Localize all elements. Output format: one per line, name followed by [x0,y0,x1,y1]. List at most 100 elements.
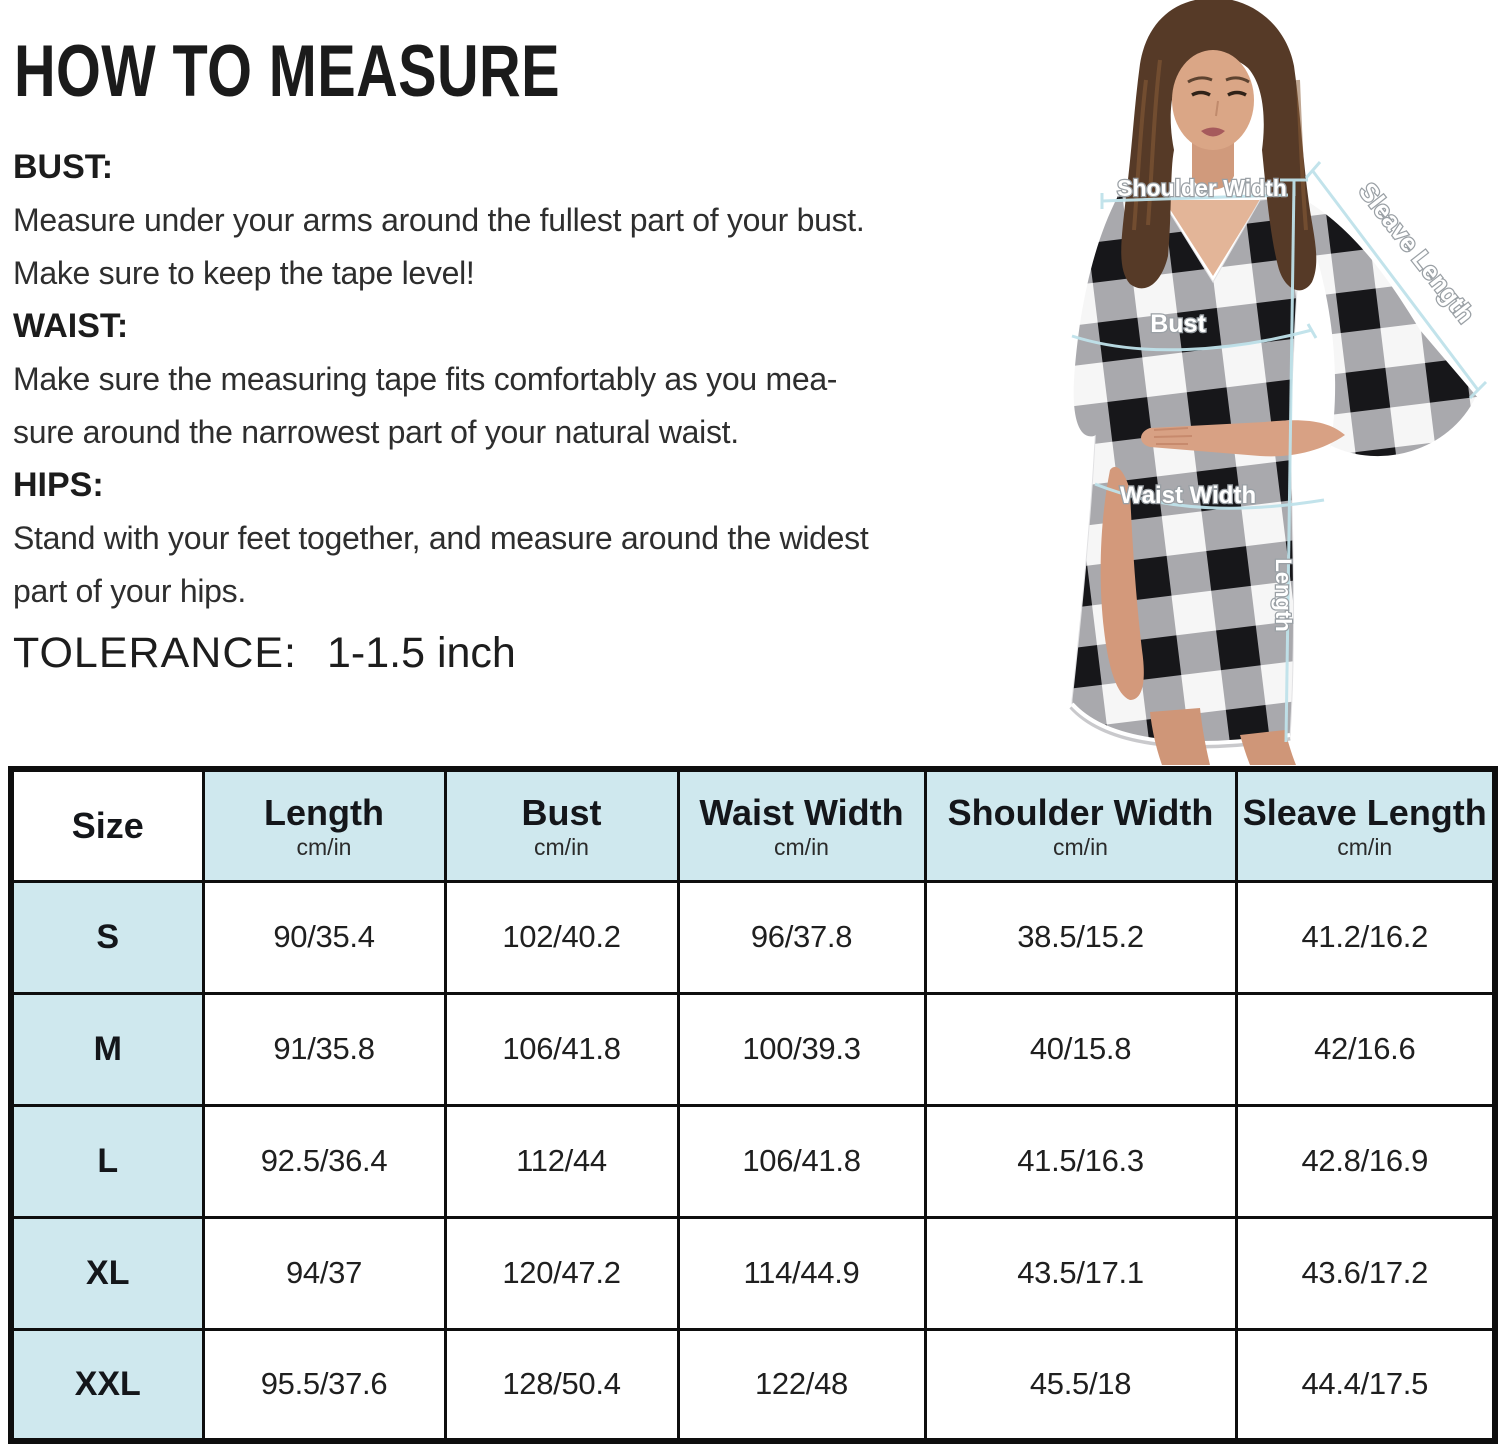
waist-width-line [1094,482,1325,510]
bust-cell: 120/47.2 [443,1215,680,1331]
table-row-s: S 90/35.4 102/40.2 96/37.8 38.5/15.2 41.… [9,879,1497,995]
sleave-length-line [1310,169,1480,391]
sleave-line-ticks [1304,161,1488,400]
column-label: Sleave Length [1242,791,1487,833]
bust-line [1071,328,1313,352]
bust-cell: 102/40.2 [443,879,680,995]
measurement-lines [1071,161,1488,743]
shoulder-width-line [1101,193,1289,203]
model-back-leg [1240,730,1296,765]
hair-highlights [1132,59,1308,231]
measuring-instructions: BUST: Measure under your arms around the… [13,141,869,618]
bust-label-figure: Bust [1150,310,1206,338]
sleave-cell: 44.4/17.5 [1234,1327,1497,1443]
length-cell: 91/35.8 [201,991,447,1107]
column-header-size: Size [9,767,205,883]
length-cell: 92.5/36.4 [201,1103,447,1219]
shoulder-width-label: Shoulder Width [1117,175,1287,201]
eyebrows [1187,76,1250,84]
column-unit: cm/in [774,833,829,860]
sleeve-lining-edge [1328,396,1481,462]
length-cell: 94/37 [201,1215,447,1331]
shoulder-cell: 41.5/16.3 [923,1103,1238,1219]
column-label: Waist Width [699,791,904,833]
table-row-l: L 92.5/36.4 112/44 106/41.8 41.5/16.3 42… [9,1103,1497,1219]
table-header: Size Length cm/in Bust cm/in Waist Width… [9,767,1497,883]
tolerance-note: TOLERANCE: 1-1.5 inch [13,629,516,678]
hips-line-2: part of your hips. [13,573,246,609]
dress-right-sleeve [1302,198,1478,459]
model-forearm-hand [1141,420,1345,457]
column-header-length: Length cm/in [201,767,447,883]
column-header-shoulder-width: Shoulder Width cm/in [923,767,1238,883]
column-unit: cm/in [296,833,352,860]
waist-width-label: Waist Width [1120,482,1256,509]
shoulder-cell: 40/15.8 [923,991,1238,1107]
table-row-xxl: XXL 95.5/37.6 128/50.4 122/48 45.5/18 44… [9,1327,1497,1443]
shoulder-cell: 43.5/17.1 [923,1215,1238,1331]
sleave-cell: 42.8/16.9 [1234,1103,1497,1219]
model-side-arm [1100,466,1144,700]
lips [1201,127,1225,137]
length-cell: 90/35.4 [201,879,447,995]
bust-line-1: Measure under your arms around the fulle… [13,202,865,238]
page-title: HOW TO MEASURE [14,31,560,112]
column-label: Shoulder Width [947,791,1214,833]
tolerance-label: TOLERANCE: [13,629,297,677]
column-label: Length [264,791,384,833]
size-cell: XL [9,1215,205,1331]
column-unit: cm/in [1053,833,1108,860]
model-face [1172,50,1254,150]
bust-label: BUST: [13,148,114,186]
tolerance-value: 1-1.5 inch [327,629,516,677]
bust-cell: 112/44 [443,1103,680,1219]
model-hair [1121,0,1317,291]
size-cell: M [9,991,205,1107]
column-header-sleave-length: Sleave Length cm/in [1234,767,1497,883]
model-front-leg [1150,708,1210,765]
hips-line-1: Stand with your feet together, and measu… [13,520,869,556]
bust-cell: 128/50.4 [443,1327,680,1443]
hand-fingers [1153,427,1193,445]
waist-cell: 96/37.8 [676,879,927,995]
column-unit: cm/in [534,833,589,860]
table-body: S 90/35.4 102/40.2 96/37.8 38.5/15.2 41.… [9,879,1497,1443]
table-row-xl: XL 94/37 120/47.2 114/44.9 43.5/17.1 43.… [9,1215,1497,1331]
waist-cell: 114/44.9 [676,1215,927,1331]
shoulder-cell: 45.5/18 [923,1327,1238,1443]
length-cell: 95.5/37.6 [201,1327,447,1443]
nose [1215,100,1219,117]
model-neck [1192,138,1234,190]
column-label: Bust [521,791,602,833]
waist-cell: 106/41.8 [676,1103,927,1219]
column-header-waist-width: Waist Width cm/in [676,767,927,883]
table-row-m: M 91/35.8 106/41.8 100/39.3 40/15.8 42/1… [9,991,1497,1107]
size-cell: XXL [9,1327,205,1443]
sleave-cell: 43.6/17.2 [1234,1215,1497,1331]
column-header-bust: Bust cm/in [443,767,680,883]
dress-left-sleeve [1073,196,1120,437]
sleave-cell: 41.2/16.2 [1234,879,1497,995]
sleave-cell: 42/16.6 [1234,991,1497,1107]
bust-line-tick [1306,323,1318,339]
size-cell: S [9,879,205,995]
bust-cell: 106/41.8 [443,991,680,1107]
waist-label: WAIST: [13,307,129,345]
shoulder-cell: 38.5/15.2 [923,879,1238,995]
model-chest [1164,200,1260,276]
bust-line-2: Make sure to keep the tape level! [13,255,475,291]
size-chart-table: Size Length cm/in Bust cm/in Waist Width… [8,766,1498,1444]
length-line [1284,181,1296,743]
hips-label: HIPS: [13,466,104,504]
waist-line-1: Make sure the measuring tape fits comfor… [13,361,838,397]
waist-cell: 122/48 [676,1327,927,1443]
waist-line-2: sure around the narrowest part of your n… [13,414,739,450]
header-row: Size Length cm/in Bust cm/in Waist Width… [9,767,1497,883]
model-photo-illustration: Shoulder Width Sleave Length Bust Waist … [1069,0,1488,765]
waist-cell: 100/39.3 [676,991,927,1107]
column-label: Size [71,804,144,846]
column-unit: cm/in [1337,833,1393,860]
eyes [1191,90,1247,97]
size-cell: L [9,1103,205,1219]
